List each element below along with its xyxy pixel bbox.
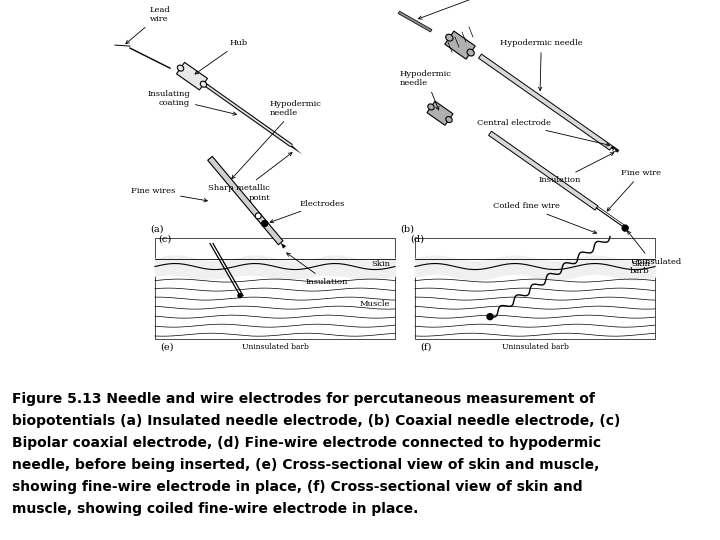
Text: Electrodes: Electrodes xyxy=(270,200,345,223)
Circle shape xyxy=(622,225,628,231)
FancyBboxPatch shape xyxy=(415,239,655,339)
Text: Skin: Skin xyxy=(631,260,650,267)
Text: Fine wires: Fine wires xyxy=(131,187,207,202)
Polygon shape xyxy=(205,84,292,146)
Text: Hypodermic
needle: Hypodermic needle xyxy=(400,70,452,110)
Text: Lead
wire: Lead wire xyxy=(126,6,171,44)
Text: (e): (e) xyxy=(160,343,174,352)
Text: muscle, showing coiled fine-wire electrode in place.: muscle, showing coiled fine-wire electro… xyxy=(12,502,418,516)
Text: Skin: Skin xyxy=(371,260,390,267)
Text: Sharp metallic
point: Sharp metallic point xyxy=(208,153,292,201)
Text: (b): (b) xyxy=(400,225,414,233)
Polygon shape xyxy=(207,157,283,245)
Ellipse shape xyxy=(467,49,474,56)
Circle shape xyxy=(487,314,493,320)
Polygon shape xyxy=(489,131,598,210)
Text: (a): (a) xyxy=(150,225,163,233)
Ellipse shape xyxy=(200,81,207,87)
Text: Muscle: Muscle xyxy=(359,300,390,308)
Text: Coiled fine wire: Coiled fine wire xyxy=(493,202,597,233)
Circle shape xyxy=(613,149,616,152)
Circle shape xyxy=(261,220,268,227)
Text: Figure 5.13 Needle and wire electrodes for percutaneous measurement of: Figure 5.13 Needle and wire electrodes f… xyxy=(12,392,595,406)
Ellipse shape xyxy=(446,117,452,123)
Text: (f): (f) xyxy=(420,343,431,352)
Text: Insulating
coating: Insulating coating xyxy=(148,90,236,115)
Text: (d): (d) xyxy=(410,234,424,244)
Text: Insulation: Insulation xyxy=(287,253,348,286)
Text: Coaxial lead wire: Coaxial lead wire xyxy=(418,0,543,19)
Ellipse shape xyxy=(428,104,434,110)
Polygon shape xyxy=(281,243,286,248)
Text: Fine wire: Fine wire xyxy=(607,169,662,211)
Text: showing fine-wire electrode in place, (f) Cross-sectional view of skin and: showing fine-wire electrode in place, (f… xyxy=(12,480,582,494)
Text: Uninsulated barb: Uninsulated barb xyxy=(502,343,568,350)
Text: Bipolar coaxial electrode, (d) Fine-wire electrode connected to hypodermic: Bipolar coaxial electrode, (d) Fine-wire… xyxy=(12,436,601,450)
Text: Hypodermic
needle: Hypodermic needle xyxy=(232,99,322,179)
Polygon shape xyxy=(427,101,453,125)
Text: biopotentials (a) Insulated needle electrode, (b) Coaxial needle electrode, (c): biopotentials (a) Insulated needle elect… xyxy=(12,414,621,428)
Circle shape xyxy=(255,213,261,219)
Text: Hub: Hub xyxy=(195,39,248,74)
Polygon shape xyxy=(479,54,613,150)
Text: Central electrode: Central electrode xyxy=(477,119,609,146)
Ellipse shape xyxy=(446,34,453,41)
FancyBboxPatch shape xyxy=(155,239,395,339)
Circle shape xyxy=(238,294,242,298)
Polygon shape xyxy=(445,31,475,59)
Polygon shape xyxy=(611,146,619,153)
Text: needle, before being inserted, (e) Cross-sectional view of skin and muscle,: needle, before being inserted, (e) Cross… xyxy=(12,458,599,472)
Text: Uninsulated
barb: Uninsulated barb xyxy=(627,231,681,275)
Text: Hypodermic needle: Hypodermic needle xyxy=(500,39,582,91)
Text: (c): (c) xyxy=(158,234,171,244)
Polygon shape xyxy=(290,145,302,154)
Text: Insulation: Insulation xyxy=(539,153,613,184)
Polygon shape xyxy=(176,62,207,90)
Ellipse shape xyxy=(177,65,184,71)
Text: Uninsulated barb: Uninsulated barb xyxy=(242,343,308,350)
